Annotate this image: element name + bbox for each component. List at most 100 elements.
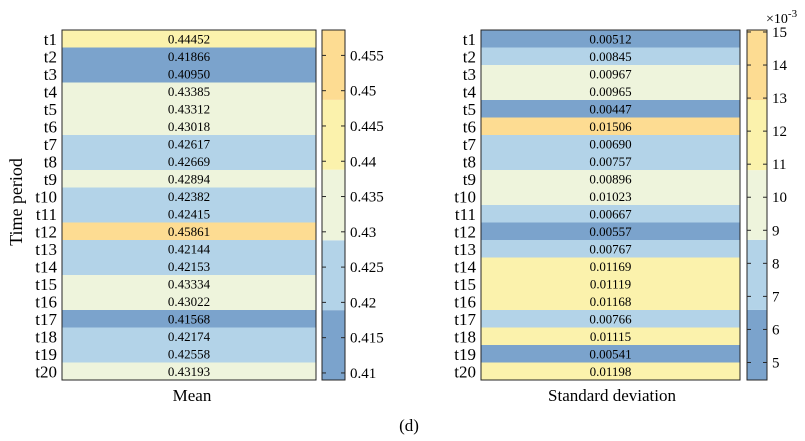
colorbar-tick-label: 0.415 bbox=[350, 331, 384, 347]
cell-value-label: 0.01115 bbox=[590, 329, 631, 344]
row-tick-label: t11 bbox=[36, 205, 57, 224]
cell-value-label: 0.43312 bbox=[168, 101, 210, 116]
row-tick-label: t12 bbox=[35, 222, 57, 241]
heatmap-cell-t18 bbox=[62, 327, 316, 345]
row-tick-label: t18 bbox=[454, 327, 476, 346]
heatmap-cell-t18 bbox=[481, 327, 740, 345]
colorbar-tick-label: 0.42 bbox=[350, 295, 376, 311]
cell-value-label: 0.43385 bbox=[168, 84, 210, 99]
colorbar-segment bbox=[322, 99, 345, 170]
colorbar-tick-label: 6 bbox=[772, 322, 780, 338]
cell-value-label: 0.00690 bbox=[589, 136, 631, 151]
mean-axis-label: Mean bbox=[173, 386, 212, 405]
cell-value-label: 0.00757 bbox=[589, 154, 632, 169]
heatmap-cell-t17 bbox=[62, 310, 316, 328]
colorbar-tick-label: 0.445 bbox=[350, 119, 384, 135]
row-tick-label: t6 bbox=[463, 117, 476, 136]
row-tick-label: t16 bbox=[35, 292, 57, 311]
row-tick-label: t12 bbox=[454, 222, 476, 241]
cell-value-label: 0.43022 bbox=[168, 294, 210, 309]
heatmap-cell-t17 bbox=[481, 310, 740, 328]
cell-value-label: 0.01198 bbox=[590, 364, 632, 379]
heatmap-cell-t8 bbox=[481, 152, 740, 170]
row-tick-label: t7 bbox=[463, 135, 477, 154]
row-tick-label: t4 bbox=[44, 82, 58, 101]
cell-value-label: 0.00447 bbox=[589, 101, 632, 116]
heatmap-cell-t4 bbox=[62, 82, 316, 100]
mean-colorbar: 0.41 0.415 0.42 0.425 0.43 0.435 0.44 0.445 0.45… bbox=[321, 29, 384, 382]
row-tick-label: t18 bbox=[35, 327, 57, 346]
colorbar-segment bbox=[322, 30, 345, 100]
heatmap-cell-t16 bbox=[62, 292, 316, 310]
cell-value-label: 0.44452 bbox=[168, 31, 210, 46]
colorbar-tick-label: 0.455 bbox=[350, 48, 384, 64]
heatmap-cell-t15 bbox=[62, 275, 316, 293]
cell-value-label: 0.42144 bbox=[168, 241, 211, 256]
row-tick-label: t16 bbox=[454, 292, 476, 311]
row-tick-label: t8 bbox=[463, 152, 476, 171]
cell-value-label: 0.00967 bbox=[589, 66, 632, 81]
row-tick-label: t11 bbox=[455, 205, 476, 224]
colorbar-segment bbox=[747, 100, 767, 171]
heatmap-frame bbox=[480, 29, 741, 381]
row-tick-label: t2 bbox=[44, 47, 57, 66]
cell-value-label: 0.41568 bbox=[168, 311, 210, 326]
colorbar-frame bbox=[321, 29, 346, 381]
cell-value-label: 0.40950 bbox=[168, 66, 210, 81]
heatmap-cell-t3 bbox=[481, 65, 740, 83]
cell-value-label: 0.45861 bbox=[168, 224, 210, 239]
heatmap-cell-t6 bbox=[481, 117, 740, 135]
heatmap-cell-t14 bbox=[481, 257, 740, 275]
row-tick-label: t15 bbox=[35, 275, 57, 294]
row-tick-label: t9 bbox=[463, 170, 476, 189]
colorbar-segment bbox=[322, 240, 345, 311]
heatmap-cell-t16 bbox=[481, 292, 740, 310]
heatmap-cell-t7 bbox=[481, 135, 740, 153]
cell-value-label: 0.00767 bbox=[589, 241, 632, 256]
heatmap-cell-t10 bbox=[481, 187, 740, 205]
heatmap-cell-t14 bbox=[62, 257, 316, 275]
heatmap-cell-t10 bbox=[62, 187, 316, 205]
row-tick-label: t17 bbox=[454, 310, 476, 329]
row-tick-label: t14 bbox=[454, 257, 476, 276]
row-tick-label: t4 bbox=[463, 82, 477, 101]
row-tick-label: t6 bbox=[44, 117, 57, 136]
heatmap-cell-t7 bbox=[62, 135, 316, 153]
heatmap-cell-t15 bbox=[481, 275, 740, 293]
colorbar-segment bbox=[322, 310, 345, 380]
cell-value-label: 0.42558 bbox=[168, 346, 210, 361]
row-tick-label: t13 bbox=[35, 240, 57, 259]
row-tick-label: t8 bbox=[44, 152, 57, 171]
cell-value-label: 0.42415 bbox=[168, 206, 210, 221]
row-tick-label: t3 bbox=[463, 65, 476, 84]
cell-value-label: 0.42153 bbox=[168, 259, 210, 274]
colorbar-tick-label: 8 bbox=[772, 256, 780, 272]
cell-value-label: 0.43018 bbox=[168, 119, 210, 134]
heatmap-cell-t20 bbox=[62, 362, 316, 380]
row-tick-label: t10 bbox=[454, 187, 476, 206]
cell-value-label: 0.43193 bbox=[168, 364, 210, 379]
heatmap-cell-t20 bbox=[481, 362, 740, 380]
heatmap-cell-t11 bbox=[481, 205, 740, 223]
cell-value-label: 0.00667 bbox=[589, 206, 632, 221]
std-heatmap: 0.00512 t1 0.00845 t2 0.00967 t3 0.00965 t4 0.00… bbox=[454, 29, 741, 381]
cell-value-label: 0.42669 bbox=[168, 154, 210, 169]
heatmap-cell-t5 bbox=[481, 100, 740, 118]
heatmap-cell-t2 bbox=[481, 47, 740, 65]
cell-value-label: 0.42894 bbox=[168, 171, 211, 186]
heatmap-frame bbox=[61, 29, 317, 381]
cell-value-label: 0.42617 bbox=[168, 136, 211, 151]
colorbar-segment bbox=[747, 30, 767, 101]
multiplier-base: ×10 bbox=[766, 12, 788, 27]
row-tick-label: t19 bbox=[35, 345, 57, 364]
std-axis-label: Standard deviation bbox=[548, 386, 676, 405]
row-tick-label: t13 bbox=[454, 240, 476, 259]
row-tick-label: t20 bbox=[35, 362, 57, 381]
row-tick-label: t7 bbox=[44, 135, 58, 154]
cell-value-label: 0.00512 bbox=[589, 31, 631, 46]
std-colorbar: 5 6 7 8 9 10 11 12 13 14 15 bbox=[746, 25, 788, 381]
cell-value-label: 0.42382 bbox=[168, 189, 210, 204]
colorbar-tick-label: 12 bbox=[772, 124, 787, 140]
row-tick-label: t15 bbox=[454, 275, 476, 294]
